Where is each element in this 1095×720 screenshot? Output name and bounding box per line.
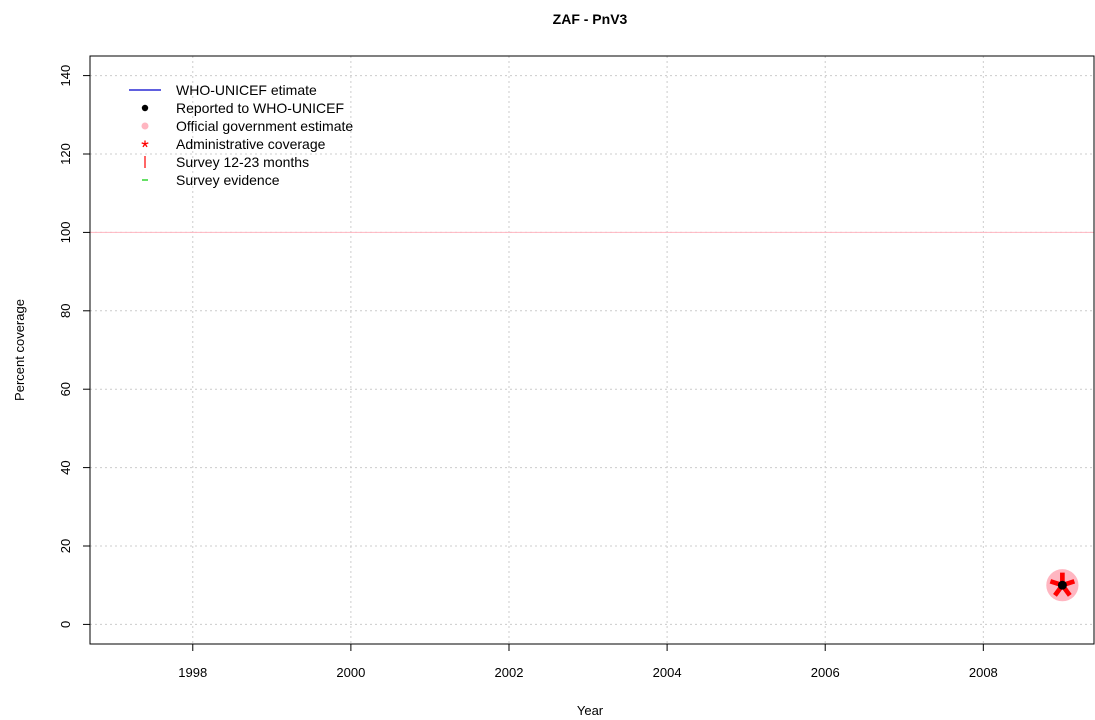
point-reported-to-who-unicef-2009 [1057,580,1067,590]
y-axis: 0 20 40 60 80 100 120 140 [58,65,90,628]
legend-label-reported-to-who-unicef: Reported to WHO-UNICEF [176,100,344,116]
y-axis-label: Percent coverage [12,299,27,401]
y-tick-label-40: 40 [58,460,73,474]
x-tick-label-2002: 2002 [495,665,524,680]
x-axis-label: Year [577,703,604,718]
chart-title: ZAF - PnV3 [553,11,628,27]
point-administrative-coverage-2009 [1049,572,1076,597]
y-tick-label-60: 60 [58,382,73,396]
legend-marker-reported-to-who-unicef [141,104,149,112]
y-tick-label-100: 100 [58,222,73,244]
y-tick-label-140: 140 [58,65,73,87]
data-points [1046,569,1079,602]
y-tick-label-80: 80 [58,304,73,318]
x-tick-label-2000: 2000 [336,665,365,680]
plot-frame [89,55,1095,645]
x-axis: 1998 2000 2002 2004 2006 2008 [178,644,998,680]
y-tick-label-0: 0 [58,621,73,628]
legend-label-survey-evidence: Survey evidence [176,172,280,188]
legend-label-official-government-estimate: Official government estimate [176,118,353,134]
legend-label-survey-12-23-months: Survey 12-23 months [176,154,309,170]
legend: WHO-UNICEF etimate Reported to WHO-UNICEF… [129,82,353,188]
legend-label-who-unicef-etimate: WHO-UNICEF etimate [176,82,317,98]
y-tick-label-20: 20 [58,539,73,553]
y-tick-label-120: 120 [58,143,73,165]
x-tick-label-2006: 2006 [811,665,840,680]
legend-marker-official-government-estimate [141,122,149,130]
x-tick-label-2008: 2008 [969,665,998,680]
legend-marker-administrative-coverage [141,140,149,148]
x-tick-label-2004: 2004 [653,665,682,680]
x-tick-label-1998: 1998 [178,665,207,680]
legend-label-administrative-coverage: Administrative coverage [176,136,326,152]
